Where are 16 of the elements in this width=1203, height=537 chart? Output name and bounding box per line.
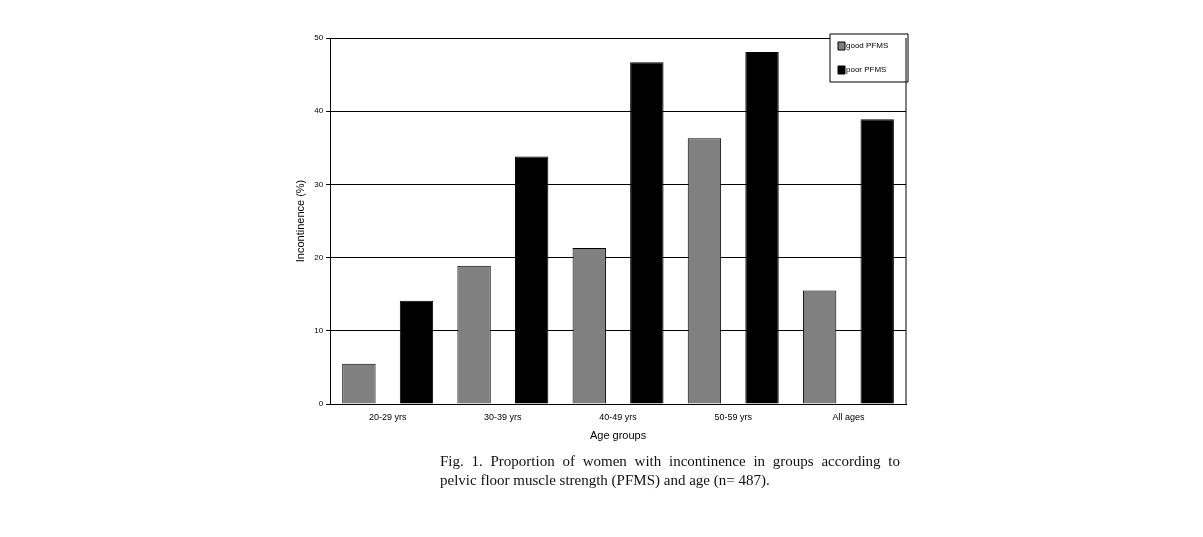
- y-tick-label: 30: [314, 179, 324, 189]
- y-tick-label: 0: [318, 399, 324, 409]
- caption: Fig. 1. Proportion of women with incontinence in groups according to pelvic floor muscle strength (PFMS) and age (n= 487).: [440, 452, 900, 490]
- legend-label: poor PFMS: [846, 65, 887, 75]
- legend-label: good PFMS: [846, 41, 889, 51]
- x-axis-title: Age groups: [589, 429, 647, 442]
- y-axis-title: Incontinence (%): [293, 179, 306, 263]
- y-tick-label: 10: [314, 326, 324, 335]
- x-tick-label: All ages: [832, 411, 865, 422]
- x-tick-label: 40-49 yrs: [599, 411, 638, 422]
- y-tick-label: 20: [314, 252, 324, 262]
- y-tick-label: 40: [314, 106, 324, 116]
- y-tick-label: 50: [314, 33, 324, 43]
- x-tick-label: 50-59 yrs: [714, 411, 753, 422]
- x-tick-label: 30-39 yrs: [484, 411, 523, 422]
- x-tick-label: 20-29 yrs: [368, 411, 407, 422]
